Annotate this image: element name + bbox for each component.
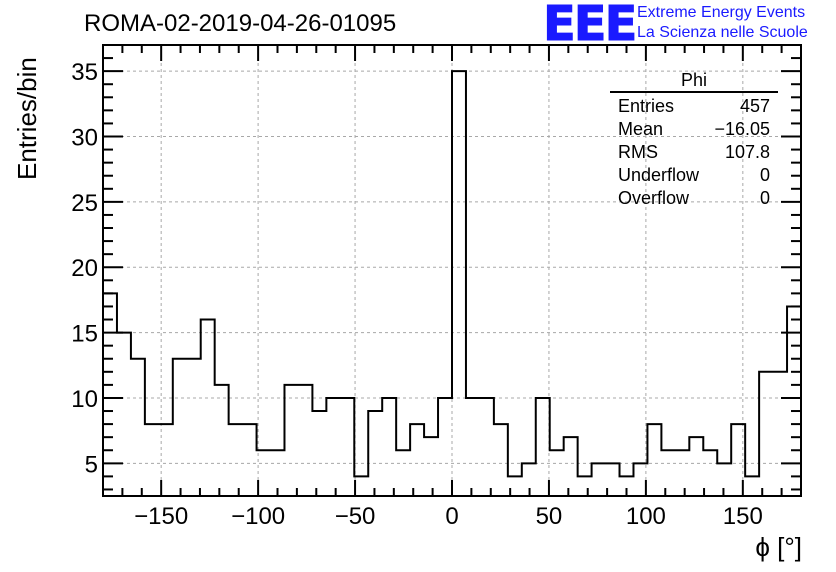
x-tick-label: 150 — [723, 503, 763, 530]
x-axis-label: ϕ [°] — [755, 532, 802, 562]
y-tick-label: 30 — [71, 125, 98, 152]
stats-value: 457 — [739, 96, 770, 116]
y-tick-label: 15 — [71, 321, 98, 348]
logo-caption-line2: La Scienza nelle Scuole — [637, 24, 808, 41]
axis-ticks — [103, 45, 801, 496]
y-tick-label: 20 — [71, 255, 98, 282]
stats-value: −16.05 — [714, 119, 770, 139]
histogram-line — [103, 70, 801, 478]
logo-caption-line1: Extreme Energy Events — [637, 4, 806, 21]
y-tick-label: 5 — [85, 451, 98, 478]
stats-row: RMS 107.8 — [610, 141, 778, 164]
stats-box: Phi Entries 457 Mean −16.05 RMS 107.8 Un… — [610, 70, 778, 210]
x-tick-label: 50 — [536, 503, 563, 530]
stats-label: Underflow — [618, 165, 700, 185]
stats-label: RMS — [618, 142, 658, 162]
y-tick-label: 25 — [71, 190, 98, 217]
plot-frame — [102, 44, 802, 497]
logo-caption: Extreme Energy Events La Scienza nelle S… — [637, 3, 808, 43]
stats-divider — [610, 91, 778, 93]
tick-labels: −150 −100 −50 0 50 100 150 5 10 15 20 25 30 35 — [71, 59, 763, 530]
stats-label: Entries — [618, 96, 675, 116]
eee-logo: EEE — [542, 0, 637, 52]
y-tick-label: 35 — [71, 59, 98, 86]
x-tick-label: −50 — [335, 503, 376, 530]
stats-row: Entries 457 — [610, 95, 778, 118]
x-tick-label: 100 — [626, 503, 666, 530]
x-tick-label: 0 — [445, 503, 458, 530]
stats-label: Overflow — [618, 188, 690, 208]
stats-value: 0 — [759, 165, 770, 185]
stats-row: Overflow 0 — [610, 187, 778, 210]
x-tick-label: −100 — [231, 503, 285, 530]
chart-title: ROMA-02-2019-04-26-01095 — [84, 10, 397, 37]
stats-label: Mean — [618, 119, 664, 139]
stats-value: 107.8 — [724, 142, 770, 162]
stats-row: Mean −16.05 — [610, 118, 778, 141]
stats-name: Phi — [680, 70, 707, 90]
y-axis-label: Entries/bin — [12, 57, 42, 180]
x-tick-label: −150 — [134, 503, 188, 530]
stats-row: Underflow 0 — [610, 164, 778, 187]
stats-value: 0 — [759, 188, 770, 208]
y-tick-label: 10 — [71, 386, 98, 413]
